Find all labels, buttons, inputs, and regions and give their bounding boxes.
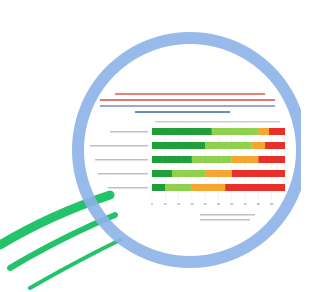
note-line: [200, 214, 255, 216]
bar-segment: [265, 142, 285, 149]
x-tick-label: 20: [177, 202, 181, 206]
magnifier-ring: [78, 38, 301, 262]
text-line: [135, 111, 230, 113]
text-line: [115, 93, 265, 95]
bar-segment: [192, 156, 232, 163]
bar-segment: [212, 128, 259, 135]
x-tick-label: 40: [204, 202, 208, 206]
bar-segment: [152, 142, 205, 149]
bar-segment: [258, 156, 285, 163]
bar-segment: [152, 184, 165, 191]
legend-line: [155, 121, 280, 123]
bar-segment: [152, 128, 212, 135]
text-line: [100, 99, 275, 101]
x-tick-label: 10: [164, 202, 168, 206]
x-tick-label: 30: [190, 202, 194, 206]
bar-segment: [152, 170, 172, 177]
bar-segment: [269, 128, 285, 135]
bar-segment: [258, 128, 269, 135]
bar-segment: [205, 142, 252, 149]
x-tick-label: 0: [151, 202, 153, 206]
label-line: [90, 145, 148, 147]
note-line: [200, 219, 250, 221]
x-tick-label: 80: [257, 202, 261, 206]
bar-segment: [165, 184, 192, 191]
label-line: [108, 187, 148, 189]
bar-segment: [232, 170, 285, 177]
x-tick-label: 70: [243, 202, 247, 206]
text-line: [100, 105, 275, 107]
bar-segment: [232, 156, 259, 163]
bar-segment: [252, 142, 265, 149]
bar-segment: [192, 184, 225, 191]
x-tick-label: 60: [230, 202, 234, 206]
x-tick-label: 50: [217, 202, 221, 206]
label-line: [95, 159, 148, 161]
bar-segment: [225, 184, 285, 191]
bar-segment: [205, 170, 232, 177]
page: {"chart_data": {"type": "bar", "orientat…: [0, 0, 320, 292]
label-line: [110, 131, 148, 133]
x-tick-label: 90: [270, 202, 274, 206]
bar-segment: [172, 170, 205, 177]
bar-segment: [152, 156, 192, 163]
label-line: [98, 173, 148, 175]
